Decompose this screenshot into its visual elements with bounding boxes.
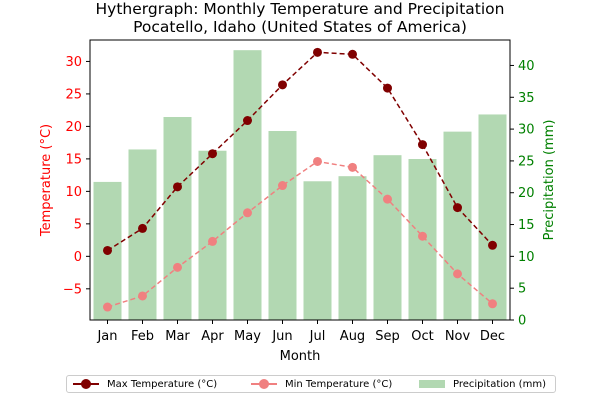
max-temperature-point-jul (313, 47, 322, 57)
y-left-tick-label: 10 (65, 185, 82, 200)
x-tick-label-sep: Sep (375, 329, 400, 344)
min-temperature-line (107, 160, 493, 308)
min-temperature-point-jan (103, 302, 112, 312)
legend-label-max-temp: Max Temperature (°C) (107, 378, 218, 390)
max-temperature-point-dec (488, 240, 497, 250)
y-left-tick-label: 5 (74, 217, 82, 232)
x-tick-label-nov: Nov (445, 329, 471, 344)
min-temperature-point-nov (453, 269, 462, 279)
min-temperature-point-aug (348, 162, 357, 172)
x-tick-label-apr: Apr (201, 329, 224, 344)
y-right-tick-label: 35 (518, 91, 535, 106)
legend: Max Temperature (°C) Min Temperature (°C… (66, 375, 556, 393)
y-right-tick-label: 15 (518, 218, 535, 233)
x-tick-label-feb: Feb (131, 329, 154, 344)
y-right-tick-label: 25 (518, 154, 535, 169)
min-temperature-point-jun (278, 181, 287, 191)
precip-bar-jun (268, 131, 297, 320)
legend-item-max-temp: Max Temperature (°C) (73, 376, 217, 392)
y-left-tick-label: 15 (65, 152, 82, 167)
max-temperature-line (107, 51, 494, 252)
min-temperature-point-feb (138, 291, 147, 301)
chart-title: Hythergraph: Monthly Temperature and Pre… (96, 0, 505, 18)
plot-frame (89, 39, 511, 321)
max-temperature-point-may (243, 116, 252, 126)
min-temperature-point-dec (488, 299, 497, 309)
y-left-tick-label: 25 (65, 87, 82, 102)
min-temperature-point-oct (418, 231, 427, 241)
y-left-tick-label: 0 (74, 250, 82, 265)
x-tick-label-aug: Aug (340, 329, 365, 344)
y-right-tick-label: 5 (518, 282, 526, 297)
legend-swatch-max-temp (73, 379, 99, 389)
precip-bar-aug (338, 176, 367, 320)
x-tick-label-jan: Jan (96, 329, 117, 344)
x-tick-label-mar: Mar (165, 329, 190, 344)
min-temperature-point-apr (208, 236, 217, 246)
max-temperature-point-apr (208, 149, 217, 159)
precip-bar-jul (303, 181, 332, 320)
max-temperature-point-aug (348, 49, 357, 59)
y-left-tick-label: 20 (65, 120, 82, 135)
max-temperature-point-nov (453, 203, 462, 213)
y-right-tick-label: 0 (518, 314, 526, 329)
legend-item-min-temp: Min Temperature (°C) (251, 376, 392, 392)
y-right-tick-label: 30 (518, 123, 535, 138)
legend-swatch-min-temp (251, 379, 277, 389)
x-tick-label-dec: Dec (480, 329, 505, 344)
max-temperature-point-sep (383, 83, 392, 93)
min-temperature-point-jul (313, 156, 322, 166)
max-temperature-point-feb (138, 223, 147, 233)
legend-label-precipitation: Precipitation (mm) (453, 378, 546, 390)
x-tick-label-jun: Jun (271, 329, 292, 344)
max-temperature-point-mar (173, 182, 182, 192)
y-left-tick-label: −5 (63, 282, 82, 297)
max-temperature-point-oct (418, 140, 427, 150)
x-tick-label-oct: Oct (411, 329, 433, 344)
precip-bar-nov (443, 131, 472, 320)
max-temperature-point-jun (278, 80, 287, 90)
precip-bar-mar (163, 117, 192, 320)
legend-label-min-temp: Min Temperature (°C) (285, 378, 393, 390)
y-axis-label-left: Temperature (°C) (39, 124, 54, 237)
precip-bar-dec (478, 114, 507, 320)
y-right-tick-label: 20 (518, 186, 535, 201)
precip-bar-sep (373, 155, 402, 320)
min-temperature-point-mar (173, 262, 182, 272)
precip-bar-apr (198, 150, 227, 320)
y-left-tick-label: 30 (65, 55, 82, 70)
y-right-tick-label: 40 (518, 59, 535, 74)
precip-bar-may (233, 50, 262, 320)
legend-item-precipitation: Precipitation (mm) (419, 376, 546, 392)
min-temperature-point-sep (383, 194, 392, 204)
x-axis-label: Month (280, 349, 321, 364)
chart-subtitle: Pocatello, Idaho (United States of Ameri… (133, 18, 467, 36)
min-temperature-point-may (243, 208, 252, 218)
x-tick-label-jul: Jul (309, 329, 326, 344)
x-tick-label-may: May (234, 329, 261, 344)
max-temperature-point-jan (103, 245, 112, 255)
legend-swatch-precipitation (419, 380, 445, 388)
y-right-tick-label: 10 (518, 250, 535, 265)
y-axis-label-right: Precipitation (mm) (542, 120, 557, 241)
